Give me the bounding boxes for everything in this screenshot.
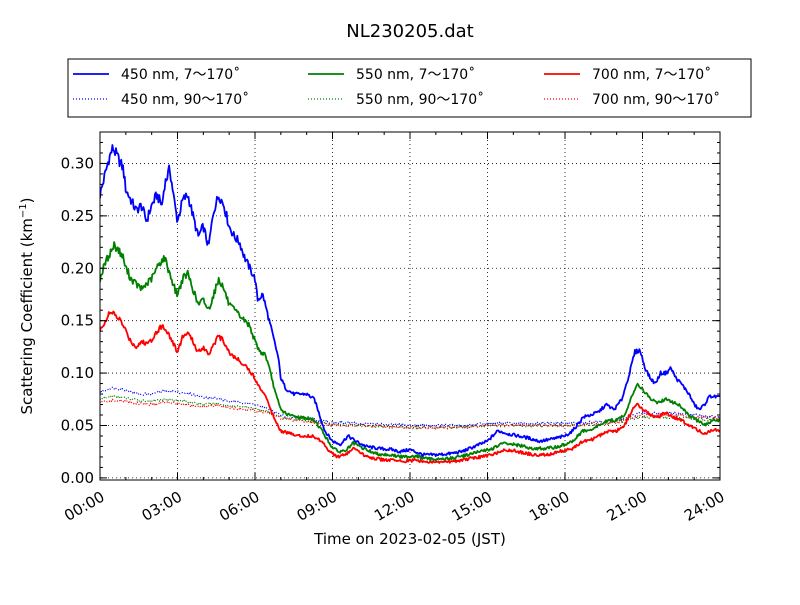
legend-label: 450 nm, 7～170˚ (121, 66, 240, 83)
x-tick-label: 09:00 (294, 488, 340, 525)
x-tick-label: 03:00 (139, 488, 185, 525)
y-axis: 0.00 0.05 0.10 0.15 0.20 0.25 0.30 (61, 141, 720, 487)
y-tick-label: 0.00 (61, 469, 94, 487)
series-line (100, 386, 720, 428)
x-tick-label: 12:00 (371, 488, 417, 525)
y-tick-label: 0.05 (61, 416, 94, 434)
grid (100, 132, 720, 480)
y-axis-label: Scattering Coefficient (km−1) (18, 197, 36, 414)
x-tick-label: 15:00 (449, 488, 495, 525)
series-line (100, 394, 720, 430)
y-tick-label: 0.20 (61, 259, 94, 277)
legend-label: 550 nm, 90～170˚ (356, 91, 484, 108)
chart-title: NL230205.dat (346, 21, 473, 42)
legend-label: 550 nm, 7～170˚ (356, 66, 475, 83)
series-line (100, 310, 720, 464)
series-group (100, 144, 720, 464)
y-tick-label: 0.10 (61, 364, 94, 382)
x-axis-label: Time on 2023-02-05 (JST) (313, 530, 506, 548)
legend-label: 700 nm, 90～170˚ (592, 91, 720, 108)
x-tick-label: 21:00 (604, 488, 650, 525)
x-tick-label: 06:00 (216, 488, 262, 525)
legend-label: 700 nm, 7～170˚ (592, 66, 711, 83)
y-tick-label: 0.15 (61, 312, 94, 330)
x-tick-label: 18:00 (526, 488, 572, 525)
y-axis-label-close: ) (18, 197, 36, 203)
y-tick-label: 0.25 (61, 207, 94, 225)
x-tick-label: 24:00 (681, 488, 727, 525)
series-line (100, 241, 720, 462)
legend-label: 450 nm, 90～170˚ (121, 91, 249, 108)
y-axis-label-main: Scattering Coefficient (km (18, 218, 36, 414)
legend: 450 nm, 7～170˚ 450 nm, 90～170˚ 550 nm, 7～1… (73, 66, 720, 108)
legend-box (67, 58, 752, 118)
y-axis-label-exponent: −1 (18, 203, 29, 218)
x-tick-label: 00:00 (61, 488, 107, 525)
series-line (100, 144, 720, 458)
y-tick-label: 0.30 (61, 154, 94, 172)
